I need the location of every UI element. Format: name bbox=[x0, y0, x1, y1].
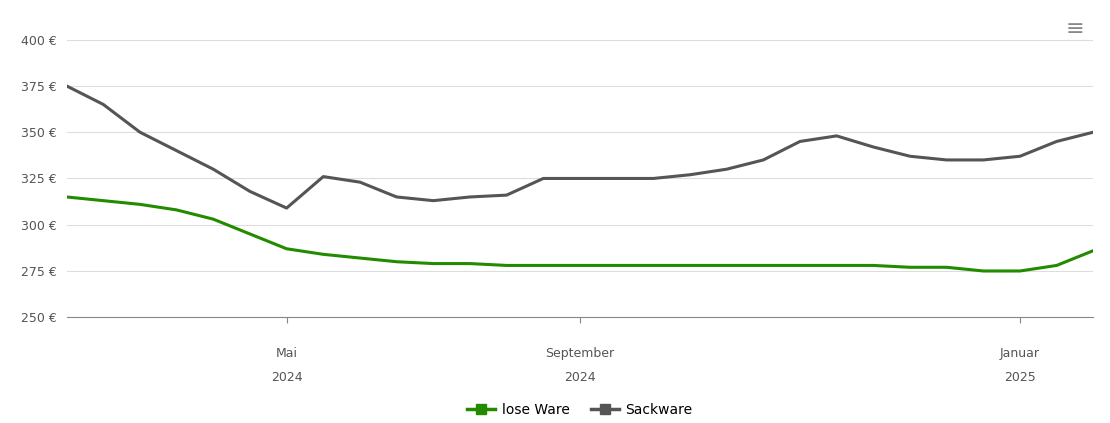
Text: Januar: Januar bbox=[1000, 347, 1040, 360]
Legend: lose Ware, Sackware: lose Ware, Sackware bbox=[462, 398, 698, 423]
Text: 2025: 2025 bbox=[1005, 371, 1036, 384]
Text: Mai: Mai bbox=[275, 347, 297, 360]
Text: September: September bbox=[545, 347, 615, 360]
Text: ≡: ≡ bbox=[1066, 19, 1084, 39]
Text: 2024: 2024 bbox=[564, 371, 596, 384]
Text: 2024: 2024 bbox=[271, 371, 302, 384]
